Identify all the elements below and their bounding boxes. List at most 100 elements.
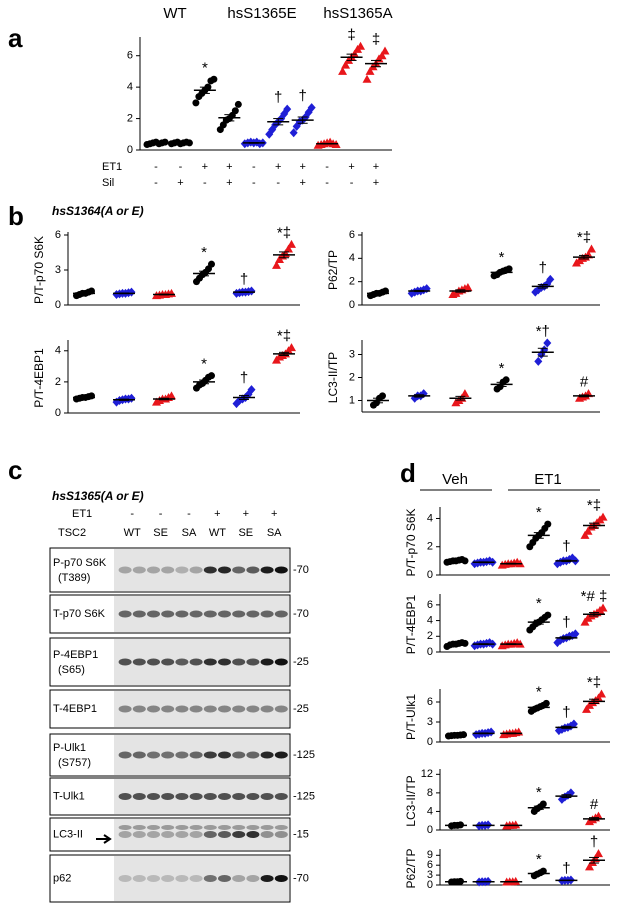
significance: † — [590, 834, 598, 851]
y-tick-label: 2 — [349, 276, 355, 288]
condition-value: - — [159, 508, 163, 520]
condition-value: + — [348, 161, 354, 173]
data-point — [543, 338, 552, 348]
data-point — [272, 260, 281, 269]
y-tick-label: 0 — [55, 299, 61, 311]
condition-value: + — [243, 508, 249, 520]
group-header: Veh — [442, 471, 468, 488]
condition-value: WT — [124, 527, 141, 539]
data-point — [511, 876, 521, 885]
condition-value: SA — [267, 527, 282, 539]
blot-band — [147, 658, 160, 666]
blot-band — [260, 875, 274, 882]
blot-band — [232, 875, 246, 882]
data-point — [546, 274, 555, 284]
y-tick-label: 6 — [427, 599, 433, 611]
blot-band — [189, 610, 203, 618]
blot-band — [218, 875, 231, 882]
blot-band — [161, 610, 175, 618]
condition-value: - — [252, 177, 256, 189]
y-axis-label: P/T-4EBP1 — [404, 595, 418, 655]
data-point — [460, 389, 470, 398]
blot-band — [274, 658, 288, 666]
significance: * — [536, 784, 542, 801]
condition-value: + — [373, 161, 379, 173]
blot-band — [189, 875, 203, 882]
blot-image — [114, 691, 289, 727]
y-tick-label: 0 — [349, 299, 355, 311]
data-point — [289, 128, 298, 138]
blot-label: LC3-II — [53, 828, 83, 840]
blot-label: P-4EBP1 — [53, 649, 98, 661]
mw-label: -15 — [293, 828, 309, 840]
blot-band — [232, 751, 246, 759]
blot-band — [203, 793, 217, 800]
blot-band — [118, 705, 132, 713]
blot-band — [161, 831, 175, 838]
significance: *‡ — [277, 224, 291, 241]
y-tick-label: 12 — [421, 768, 433, 780]
condition-value: + — [373, 177, 379, 189]
blot-band — [246, 658, 260, 666]
blot-band — [175, 610, 189, 618]
blot-band — [132, 566, 146, 574]
mw-label: -70 — [293, 872, 309, 884]
significance: † — [240, 271, 248, 288]
significance: * — [536, 683, 542, 700]
blot-band — [189, 751, 203, 759]
data-point — [167, 391, 176, 400]
blot-band — [132, 825, 146, 830]
significance: # — [590, 796, 599, 813]
significance: † — [298, 88, 306, 105]
blot-label: T-Ulk1 — [53, 790, 85, 802]
blot-band — [175, 875, 189, 882]
blot-band — [260, 793, 274, 800]
data-point — [505, 265, 513, 273]
y-tick-label: 3 — [55, 264, 61, 276]
group-header: ET1 — [534, 471, 562, 488]
significance: * — [201, 244, 207, 261]
significance: ‡ — [347, 26, 355, 43]
data-point — [341, 60, 351, 69]
y-tick-label: 4 — [349, 252, 355, 264]
y-tick-label: 4 — [427, 614, 433, 626]
condition-label: ET1 — [72, 508, 92, 520]
data-point — [127, 287, 136, 297]
blot-band — [232, 658, 246, 666]
blot-image — [114, 819, 289, 850]
significance: ‡ — [372, 31, 380, 48]
blot-band — [203, 751, 217, 759]
y-tick-label: 2 — [349, 371, 355, 383]
data-point — [597, 689, 606, 698]
blot-band — [147, 705, 160, 713]
significance: † — [562, 860, 570, 877]
data-point — [583, 526, 593, 535]
significance: *‡ — [277, 328, 291, 345]
blot-sublabel: (T389) — [58, 572, 90, 584]
mw-label: -70 — [293, 608, 309, 620]
significance: *‡ — [587, 674, 601, 691]
blot-band — [246, 831, 260, 838]
blot-band — [218, 793, 231, 800]
blot-band — [189, 566, 203, 574]
blot-band — [232, 610, 246, 618]
significance: † — [240, 370, 248, 387]
blot-image — [114, 549, 289, 591]
blot-band — [118, 566, 132, 574]
blot-band — [175, 825, 189, 830]
condition-value: SE — [153, 527, 168, 539]
condition-label: TSC2 — [58, 527, 86, 539]
blot-band — [246, 566, 260, 574]
y-tick-label: 1 — [349, 394, 355, 406]
blot-band — [246, 705, 260, 713]
panel-label: a — [8, 23, 23, 53]
data-point — [511, 820, 521, 829]
y-tick-label: 0 — [427, 824, 433, 836]
y-tick-label: 0 — [427, 879, 433, 891]
blot-band — [274, 825, 288, 830]
y-tick-label: 0 — [127, 144, 133, 156]
blot-sublabel: (S757) — [58, 757, 91, 769]
blot-band — [260, 610, 274, 618]
y-axis-label: LC3-II/TP — [404, 775, 418, 826]
data-point — [247, 385, 256, 395]
